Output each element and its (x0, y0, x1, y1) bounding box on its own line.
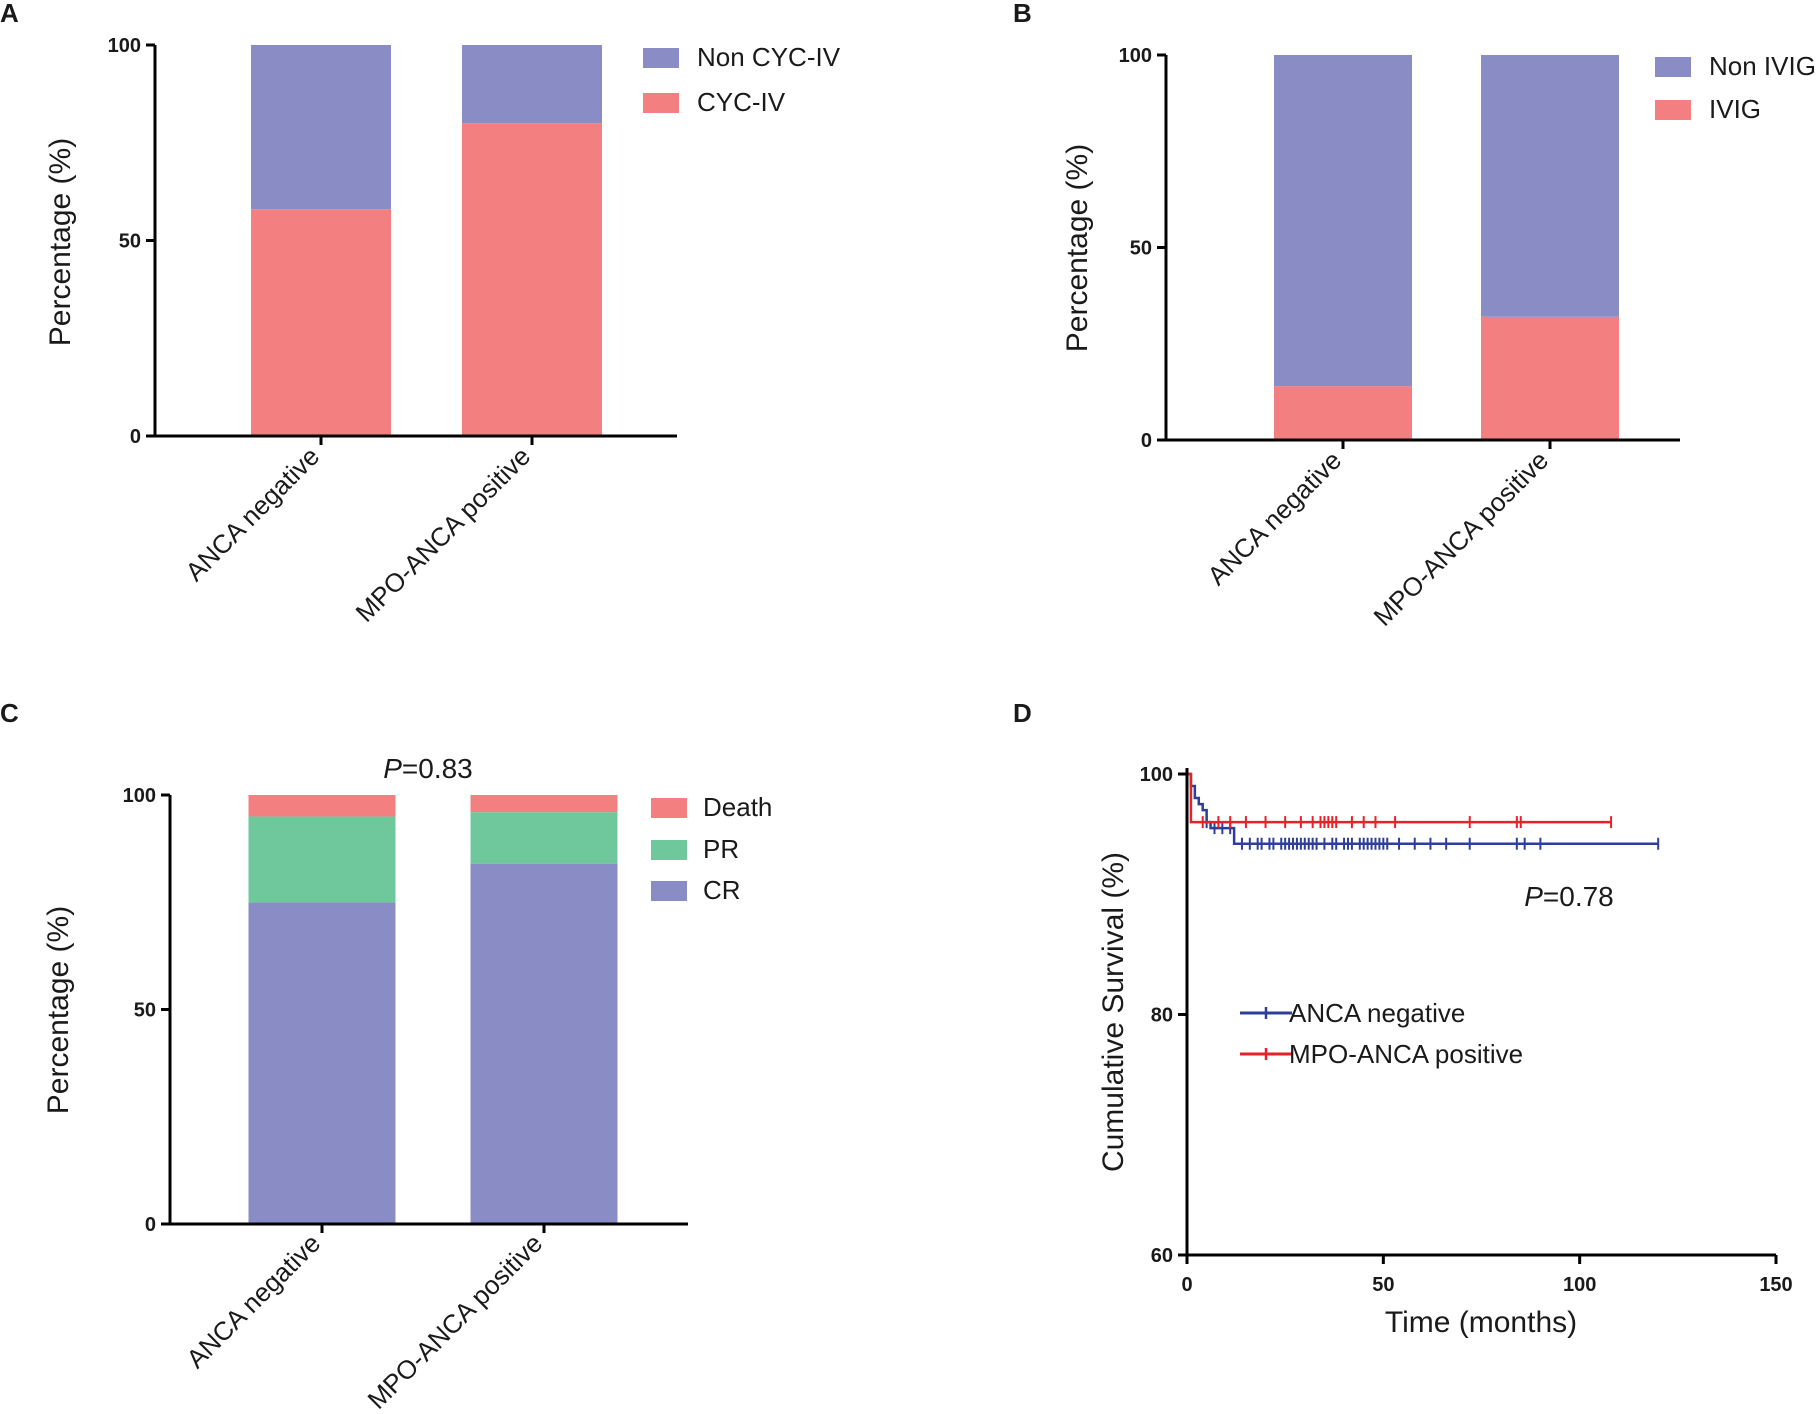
panel-a-legend-label: Non CYC-IV (697, 42, 841, 72)
panel-c: C 0 50 100 Percentage (%) P=0.83 ANCA nega… (0, 698, 772, 1414)
panel-d-p-number: =0.78 (1543, 881, 1614, 912)
panel-b-bar-ivig-anca-negative (1274, 386, 1412, 440)
panel-b-legend-swatch-ivig (1655, 100, 1691, 120)
panel-a-xticks (319, 436, 534, 445)
panel-c-cat-label: ANCA negative (180, 1228, 326, 1374)
panel-a-letter: A (0, 0, 19, 28)
panel-a-legend-swatch-non-cyc-iv (643, 48, 679, 68)
panel-d-y-tick-label: 80 (1151, 1005, 1173, 1027)
panel-c-bar-pr-anca-negative (248, 816, 396, 903)
panel-c-p-number: =0.83 (402, 753, 473, 784)
panel-b-legend-label: IVIG (1709, 94, 1761, 124)
panel-d-curve-mpo-anca-positive (1187, 772, 1612, 824)
panel-c-bar-death-mpo-anca-positive (470, 795, 618, 813)
panel-d-x-tick-label: 0 (1181, 1274, 1192, 1296)
panel-a: A 0 50 100 Percentage (%) ANCA negative MP… (0, 0, 841, 628)
panel-b: B 0 50 100 Percentage (%) ANCA negative MP… (1013, 0, 1816, 632)
panel-d-p-letter: P (1524, 881, 1543, 912)
panel-b-y-tick-label: 100 (1119, 45, 1152, 67)
panel-b-bars (1274, 55, 1619, 440)
panel-a-y-tick-label: 100 (108, 35, 141, 57)
panel-a-bars (251, 45, 602, 436)
panel-c-p-letter: P (383, 753, 402, 784)
panel-b-y-tick-label: 0 (1141, 430, 1152, 452)
panel-b-bar-non-ivig-anca-negative (1274, 55, 1412, 387)
panel-b-xticks (1341, 440, 1552, 449)
panel-b-bar-non-ivig-mpo-anca-positive (1481, 55, 1619, 317)
panel-d-x-tick-label: 50 (1372, 1274, 1394, 1296)
panel-d-x-title: Time (months) (1385, 1306, 1577, 1339)
panel-c-yticks: 0 50 100 (123, 785, 170, 1236)
panel-d-legend-label: MPO-ANCA positive (1289, 1039, 1523, 1069)
panel-c-legend-label: PR (703, 834, 739, 864)
panel-b-y-title: Percentage (%) (1061, 144, 1094, 352)
panel-d-y-tick-label: 60 (1151, 1245, 1173, 1267)
panel-a-cat-label: ANCA negative (179, 441, 325, 587)
panel-d-legend-label: ANCA negative (1289, 998, 1465, 1028)
panel-c-bar-death-anca-negative (248, 795, 396, 817)
panel-d-legend: ANCA negative MPO-ANCA positive (1240, 998, 1523, 1069)
panel-b-legend-swatch-non-ivig (1655, 57, 1691, 77)
panel-a-bar-non-cyc-iv-mpo-anca-positive (462, 45, 602, 124)
panel-d-y-title: Cumulative Survival (%) (1097, 852, 1130, 1172)
panel-c-cat-label: MPO-ANCA positive (362, 1228, 549, 1414)
panel-c-legend-swatch-pr (651, 840, 687, 860)
panel-a-bar-cyc-iv-anca-negative (251, 209, 391, 436)
panel-c-y-tick-label: 0 (145, 1214, 156, 1236)
panel-d-x-tick-label: 100 (1563, 1274, 1596, 1296)
panel-d: D 60 80 100 0 50 100 150 Cumulative Survival … (1013, 698, 1793, 1339)
panel-a-legend-label: CYC-IV (697, 87, 786, 117)
panel-b-cat-label: ANCA negative (1201, 445, 1347, 591)
panel-c-bar-cr-anca-negative (248, 902, 396, 1224)
panel-b-legend-label: Non IVIG (1709, 51, 1816, 81)
panel-c-legend-swatch-cr (651, 881, 687, 901)
panel-a-legend-swatch-cyc-iv (643, 93, 679, 113)
panel-d-xticks: 0 50 100 150 (1181, 1255, 1793, 1296)
panel-a-legend: Non CYC-IV CYC-IV (643, 42, 841, 117)
panel-a-y-tick-label: 0 (130, 426, 141, 448)
panel-c-y-tick-label: 100 (123, 785, 156, 807)
panel-c-bars (248, 795, 618, 1224)
panel-c-legend-label: CR (703, 875, 741, 905)
panel-b-letter: B (1013, 0, 1032, 28)
panel-c-legend-swatch-death (651, 798, 687, 818)
panel-c-y-tick-label: 50 (134, 1000, 156, 1022)
panel-c-letter: C (0, 698, 19, 728)
panel-d-letter: D (1013, 698, 1032, 728)
panel-b-cat-label: MPO-ANCA positive (1368, 445, 1555, 632)
panel-c-legend-label: Death (703, 792, 772, 822)
panel-d-p-value: P=0.78 (1524, 881, 1614, 912)
panel-b-y-tick-label: 50 (1130, 238, 1152, 260)
panel-a-bar-non-cyc-iv-anca-negative (251, 45, 391, 210)
panel-b-yticks: 0 50 100 (1119, 45, 1166, 452)
panel-d-curve-anca-negative (1187, 772, 1659, 845)
panel-d-y-tick-label: 100 (1140, 764, 1173, 786)
panel-a-y-title: Percentage (%) (44, 138, 77, 346)
panel-b-bar-ivig-mpo-anca-positive (1481, 316, 1619, 440)
panel-d-x-tick-label: 150 (1759, 1274, 1792, 1296)
panel-b-legend: Non IVIG IVIG (1655, 51, 1816, 124)
panel-a-bar-cyc-iv-mpo-anca-positive (462, 123, 602, 436)
panel-c-bar-pr-mpo-anca-positive (470, 812, 618, 864)
panel-c-legend: Death PR CR (651, 792, 772, 905)
panel-c-bar-cr-mpo-anca-positive (470, 863, 618, 1224)
panel-a-y-tick-label: 50 (119, 231, 141, 253)
panel-c-y-title: Percentage (%) (42, 906, 75, 1114)
panel-d-yticks: 60 80 100 (1140, 764, 1187, 1267)
panel-c-xticks (320, 1224, 546, 1233)
panel-d-curves (1187, 772, 1660, 850)
panel-a-cat-label: MPO-ANCA positive (350, 441, 537, 628)
panel-c-p-value: P=0.83 (383, 753, 473, 784)
panel-a-yticks: 0 50 100 (108, 35, 155, 448)
